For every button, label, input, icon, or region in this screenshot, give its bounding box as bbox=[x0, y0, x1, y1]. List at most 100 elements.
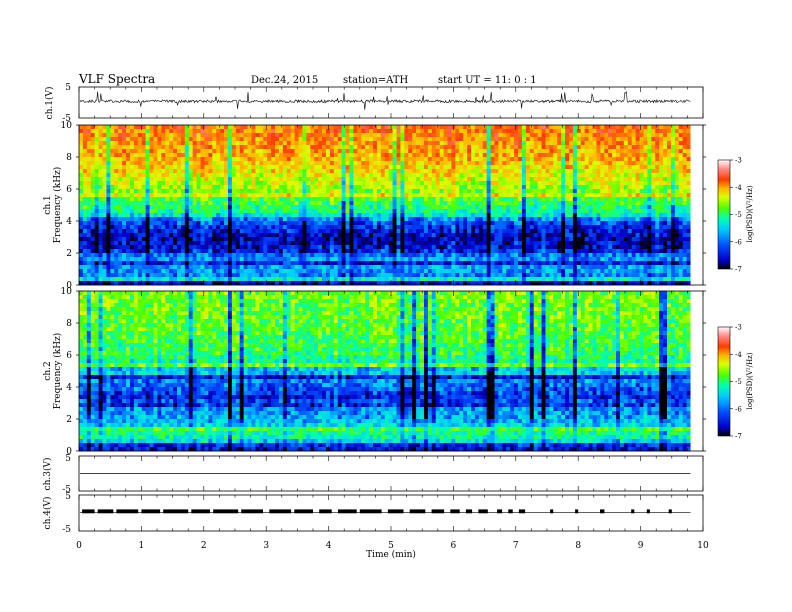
spectrogram-cell bbox=[310, 153, 315, 158]
spectrogram-cell bbox=[384, 213, 390, 218]
spectrogram-cell bbox=[231, 225, 237, 230]
spectrogram-cell bbox=[435, 153, 440, 158]
spectrogram-cell bbox=[243, 197, 248, 202]
spectrogram-cell bbox=[506, 185, 511, 190]
spectrogram-cell bbox=[486, 145, 491, 150]
spectrogram-cell bbox=[282, 217, 288, 222]
spectrogram-cell bbox=[482, 169, 488, 174]
spectrogram-cell bbox=[341, 181, 346, 186]
spectrogram-cell bbox=[173, 217, 178, 222]
spectrogram-cell bbox=[471, 205, 476, 210]
spectrogram-cell bbox=[153, 253, 158, 258]
spectrogram-cell bbox=[153, 269, 158, 274]
spectrogram-cell bbox=[502, 241, 507, 246]
spectrogram-cell bbox=[345, 205, 350, 210]
spectrogram-cell bbox=[106, 193, 111, 198]
spectrogram-cell bbox=[314, 197, 319, 202]
spectrogram-cell bbox=[145, 249, 150, 254]
spectrogram-cell bbox=[514, 145, 519, 150]
spectrogram-cell bbox=[208, 161, 213, 166]
spectrogram-cell bbox=[388, 229, 393, 234]
spectrogram-cell bbox=[380, 137, 386, 142]
spectrogram-cell bbox=[290, 161, 295, 166]
spectrogram-cell bbox=[133, 181, 139, 186]
spectrogram-cell bbox=[173, 173, 178, 178]
spectrogram-cell bbox=[361, 173, 366, 178]
spectrogram-cell bbox=[129, 189, 135, 194]
spectrogram-cell bbox=[126, 241, 131, 246]
spectrogram-cell bbox=[157, 133, 162, 138]
spectrogram-cell bbox=[243, 245, 248, 250]
spectrogram-cell bbox=[106, 245, 111, 250]
spectrogram-cell bbox=[459, 253, 464, 258]
spectrogram-cell bbox=[165, 261, 170, 266]
spectrogram-cell bbox=[521, 225, 527, 230]
spectrogram-cell bbox=[227, 241, 233, 246]
spectrogram-cell bbox=[365, 157, 370, 162]
spectrogram-cell bbox=[549, 129, 554, 134]
spectrogram-cell bbox=[373, 149, 378, 154]
spectrogram-cell bbox=[157, 189, 162, 194]
spectrogram-cell bbox=[177, 281, 182, 286]
spectrogram-cell bbox=[482, 273, 488, 278]
spectrogram-cell bbox=[177, 185, 182, 190]
spectrogram-cell bbox=[325, 149, 331, 154]
spectrogram-cell bbox=[86, 257, 92, 262]
spectrogram-cell bbox=[498, 237, 503, 242]
spectrogram-cell bbox=[110, 209, 115, 214]
spectrogram-cell bbox=[302, 245, 307, 250]
spectrogram-cell bbox=[541, 277, 546, 282]
spectrogram-cell bbox=[416, 197, 421, 202]
spectrogram-cell bbox=[529, 253, 535, 258]
spectrogram-cell bbox=[384, 233, 390, 238]
spectrogram-cell bbox=[490, 185, 495, 190]
spectrogram-cell bbox=[506, 229, 511, 234]
spectrogram-cell bbox=[188, 173, 194, 178]
spectrogram-cell bbox=[482, 153, 488, 158]
spectrogram-cell bbox=[463, 133, 468, 138]
spectrogram-cell bbox=[357, 261, 362, 266]
spectrogram-cell bbox=[549, 149, 554, 154]
spectrogram-cell bbox=[545, 153, 550, 158]
spectrogram-cell bbox=[86, 217, 92, 222]
spectrogram-cell bbox=[373, 145, 378, 150]
spectrogram-cell bbox=[224, 193, 229, 198]
spectrogram-cell bbox=[231, 213, 237, 218]
spectrogram-cell bbox=[341, 281, 346, 286]
spectrogram-cell bbox=[90, 221, 96, 226]
spectrogram-cell bbox=[216, 217, 221, 222]
spectrogram-cell bbox=[459, 281, 464, 286]
spectrogram-cell bbox=[227, 205, 233, 210]
spectrogram-cell bbox=[431, 253, 437, 258]
spectrogram-cell bbox=[157, 185, 162, 190]
spectrogram-cell bbox=[126, 177, 131, 182]
spectrogram-cell bbox=[306, 137, 311, 142]
spectrogram-cell bbox=[474, 253, 480, 258]
spectrogram-cell bbox=[149, 205, 154, 210]
spectrogram-cell bbox=[467, 209, 472, 214]
spectrogram-cell bbox=[392, 205, 397, 210]
spectrogram-cell bbox=[286, 193, 292, 198]
spectrogram-cell bbox=[549, 157, 554, 162]
spectrogram-cell bbox=[290, 273, 295, 278]
spectrogram-cell bbox=[251, 149, 256, 154]
spectrogram-cell bbox=[541, 261, 546, 266]
spectrogram-cell bbox=[392, 265, 397, 270]
spectrogram-cell bbox=[216, 197, 221, 202]
spectrogram-cell bbox=[180, 245, 186, 250]
spectrogram-cell bbox=[521, 277, 527, 282]
spectrogram-cell bbox=[518, 197, 523, 202]
spectrogram-cell bbox=[478, 249, 484, 254]
spectrogram-cell bbox=[353, 133, 358, 138]
spectrogram-cell bbox=[510, 197, 515, 202]
spectrogram-cell bbox=[212, 125, 217, 130]
spectrogram-cell bbox=[471, 185, 476, 190]
spectrogram-cell bbox=[400, 205, 405, 210]
spectrogram-cell bbox=[376, 237, 382, 242]
spectrogram-cell bbox=[110, 217, 115, 222]
spectrogram-cell bbox=[525, 209, 531, 214]
spectrogram-cell bbox=[255, 213, 260, 218]
spectrogram-cell bbox=[235, 177, 241, 182]
spectrogram-cell bbox=[184, 213, 190, 218]
spectrogram-cell bbox=[521, 157, 527, 162]
